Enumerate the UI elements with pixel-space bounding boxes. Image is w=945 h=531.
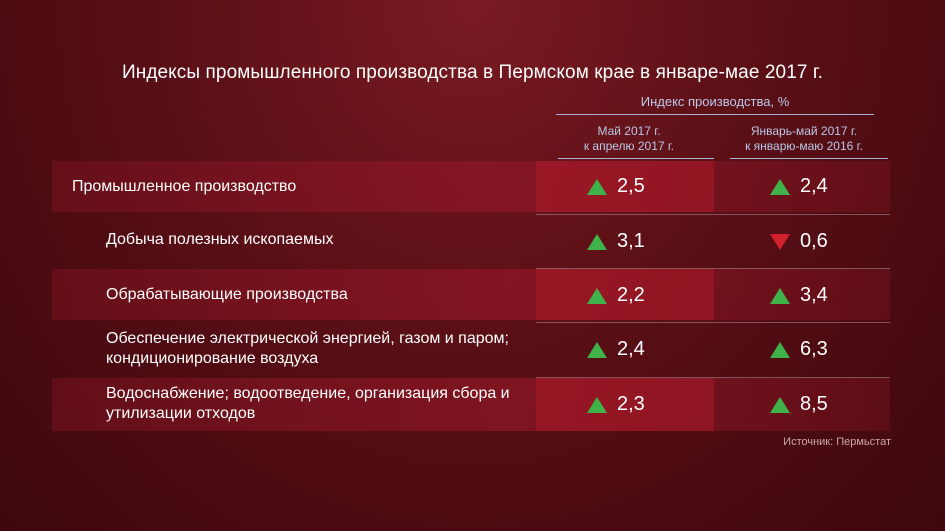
value-jan-may: 8,5	[770, 393, 828, 416]
group-header-divider	[556, 114, 874, 115]
group-header: Индекс производства, %	[640, 94, 790, 109]
value-jan-may: 6,3	[770, 338, 828, 361]
value-cell-highlight	[536, 161, 714, 212]
table-row: Водоснабжение; водоотведение, организаци…	[52, 378, 890, 431]
row-divider	[536, 377, 890, 378]
value-text: 3,4	[800, 284, 828, 306]
row-label: Обеспечение электрической энергией, газо…	[106, 330, 509, 367]
column-header-may-line2: к апрелю 2017 г.	[583, 139, 675, 153]
source-note: Источник: Пермьстат	[783, 436, 891, 448]
column-header-jan-may-line2: к январю-маю 2016 г.	[745, 139, 863, 153]
value-may: 2,5	[587, 175, 645, 198]
value-text: 2,5	[617, 175, 645, 197]
column-divider-jan-may	[730, 158, 888, 159]
row-label: Обрабатывающие производства	[106, 286, 348, 303]
table-row: Добыча полезных ископаемых 3,1 0,6	[52, 215, 890, 269]
up-arrow-icon	[770, 178, 790, 195]
row-label: Водоснабжение; водоотведение, организаци…	[106, 385, 510, 422]
up-arrow-icon	[770, 287, 790, 304]
value-text: 2,2	[617, 284, 645, 306]
table-row: Промышленное производство 2,5 2,4	[52, 161, 890, 215]
value-jan-may: 0,6	[770, 230, 828, 253]
column-header-jan-may: Январь-май 2017 г. к январю-маю 2016 г.	[720, 124, 888, 154]
up-arrow-icon	[587, 233, 607, 250]
value-text: 2,4	[800, 175, 828, 197]
value-text: 2,3	[617, 393, 645, 415]
value-text: 2,4	[617, 338, 645, 360]
up-arrow-icon	[587, 341, 607, 358]
value-text: 6,3	[800, 338, 828, 360]
row-divider	[536, 214, 890, 215]
value-may: 2,3	[587, 393, 645, 416]
row-label: Промышленное производство	[72, 178, 297, 195]
value-text: 8,5	[800, 393, 828, 415]
value-may: 2,2	[587, 284, 645, 307]
value-cell-highlight	[536, 378, 714, 431]
value-may: 2,4	[587, 338, 645, 361]
row-divider	[536, 268, 890, 269]
up-arrow-icon	[770, 341, 790, 358]
value-text: 3,1	[617, 230, 645, 252]
up-arrow-icon	[770, 396, 790, 413]
column-divider-may	[558, 158, 714, 159]
chart-title: Индексы промышленного производства в Пер…	[121, 62, 824, 83]
column-header-may: Май 2017 г. к апрелю 2017 г.	[544, 124, 714, 154]
value-jan-may: 2,4	[770, 175, 828, 198]
value-text: 0,6	[800, 230, 828, 252]
column-header-may-line1: Май 2017 г.	[597, 124, 661, 138]
down-arrow-icon	[770, 233, 790, 250]
up-arrow-icon	[587, 178, 607, 195]
row-divider	[536, 322, 890, 323]
table-row: Обеспечение электрической энергией, газо…	[52, 323, 890, 378]
value-may: 3,1	[587, 230, 645, 253]
column-header-jan-may-line1: Январь-май 2017 г.	[750, 124, 858, 138]
up-arrow-icon	[587, 287, 607, 304]
table-row: Обрабатывающие производства 2,2 3,4	[52, 269, 890, 323]
row-label: Добыча полезных ископаемых	[106, 231, 334, 248]
value-jan-may: 3,4	[770, 284, 828, 307]
value-cell-highlight	[536, 269, 714, 320]
up-arrow-icon	[587, 396, 607, 413]
